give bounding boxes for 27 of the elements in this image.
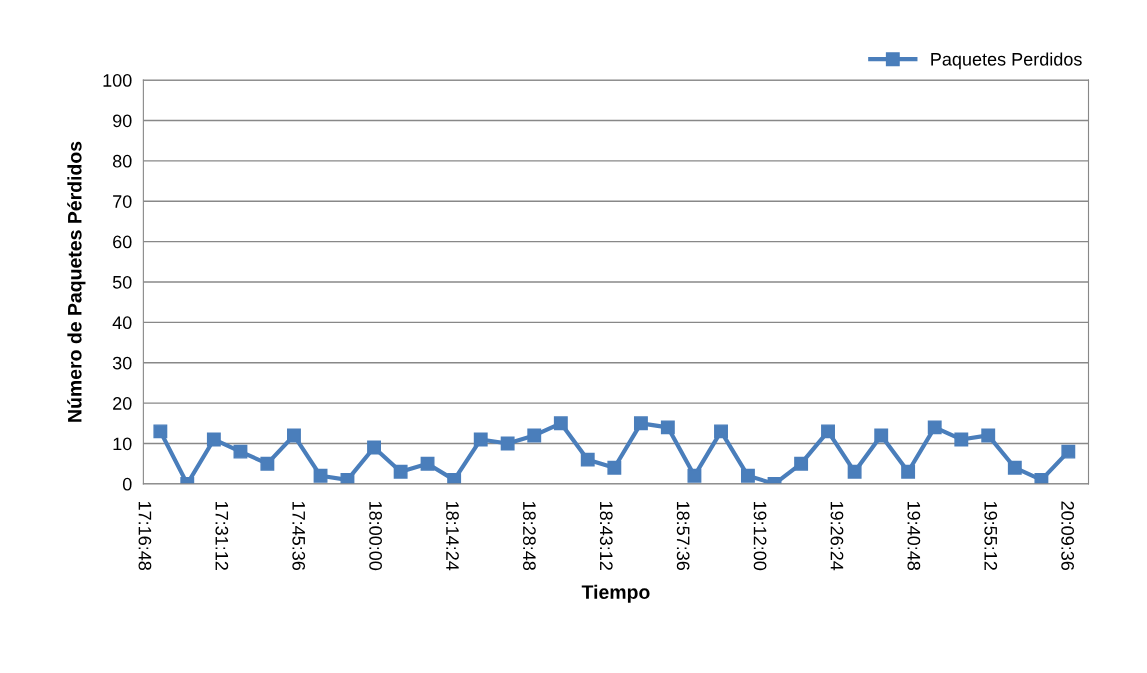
x-tick-label: 19:55:12 bbox=[984, 501, 998, 570]
y-tick-label: 70 bbox=[113, 195, 132, 208]
x-tick-label: 19:40:48 bbox=[907, 501, 921, 571]
y-tick-label: 80 bbox=[112, 154, 132, 168]
y-tick-label: 40 bbox=[112, 316, 132, 330]
y-tick-label: 30 bbox=[112, 356, 132, 370]
y-tick-label: 100 bbox=[103, 74, 132, 87]
x-tick-label: 19:26:24 bbox=[830, 501, 844, 571]
x-tick-label: 18:43:12 bbox=[599, 501, 613, 570]
x-tick-label: 17:31:12 bbox=[215, 501, 229, 570]
x-tick-label: 18:14:24 bbox=[446, 501, 459, 571]
x-tick-label: 17:45:36 bbox=[292, 501, 306, 571]
x-tick-label: 18:57:36 bbox=[676, 501, 690, 571]
y-tick-label: 0 bbox=[122, 477, 132, 491]
y-tick-label: 90 bbox=[113, 114, 132, 128]
x-tick-label: 18:00:00 bbox=[369, 501, 382, 571]
y-tick-label: 20 bbox=[113, 397, 132, 410]
x-tick-label: 20:09:36 bbox=[1061, 501, 1075, 571]
y-tick-label: 50 bbox=[112, 275, 132, 289]
x-tick-label: 17:16:48 bbox=[138, 501, 152, 571]
y-tick-label: 60 bbox=[113, 235, 132, 249]
y-axis-title: Número de Paquetes Pérdidos bbox=[67, 141, 86, 422]
x-tick-label: 18:28:48 bbox=[522, 501, 536, 571]
x-tick-label: 19:12:00 bbox=[753, 501, 767, 571]
legend-label: Paquetes Perdidos bbox=[931, 52, 1082, 70]
y-tick-label: 10 bbox=[113, 437, 132, 451]
x-axis-title: Tiempo bbox=[581, 584, 650, 603]
